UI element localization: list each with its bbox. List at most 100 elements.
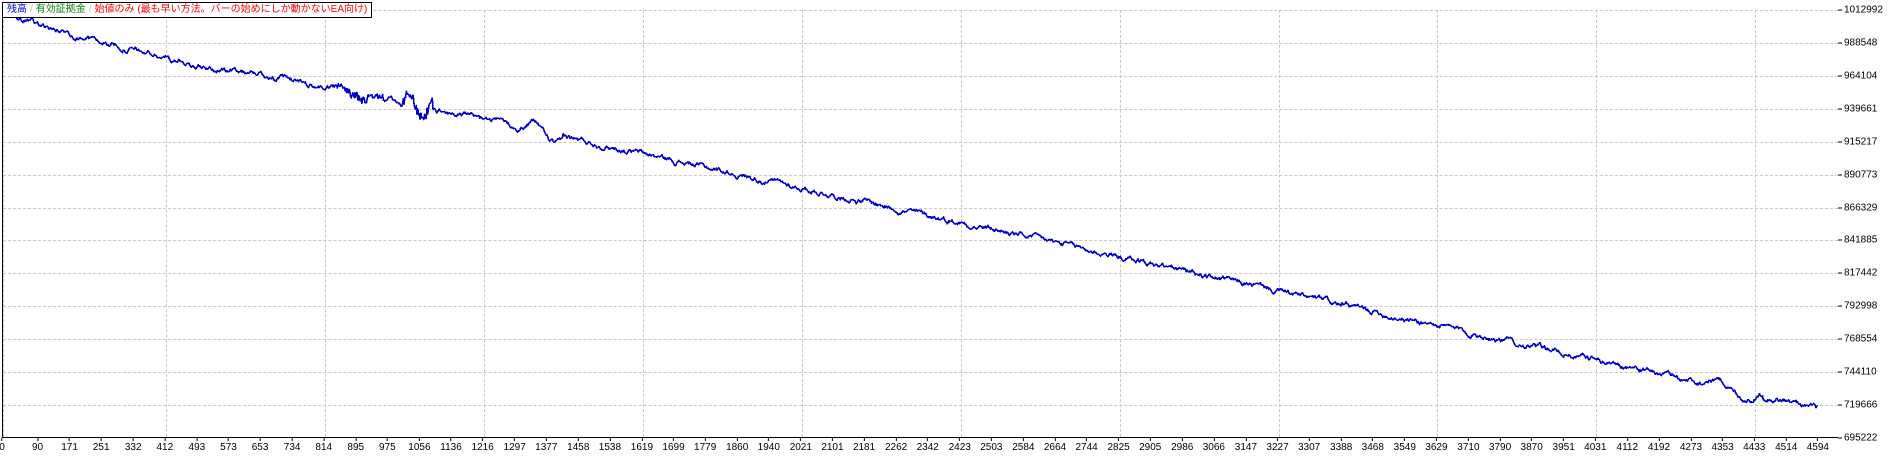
x-axis-tick-label: 4594 bbox=[1807, 438, 1829, 453]
x-axis-tick-mark bbox=[386, 438, 388, 441]
grid-line-vertical bbox=[642, 10, 644, 437]
x-axis: 0 90 171 251 332 412 493 573 653 734 814 895 975 1056… bbox=[0, 438, 1838, 458]
x-axis-tick-label: 4353 bbox=[1711, 438, 1734, 453]
y-axis-tick-value: 841885 bbox=[1844, 234, 1878, 246]
x-axis-tick-mark bbox=[1086, 438, 1088, 441]
y-axis-tick-mark bbox=[1838, 75, 1842, 77]
y-axis-tick-label: 964104 bbox=[1838, 70, 1877, 81]
x-axis-tick-value: 1699 bbox=[662, 442, 685, 453]
x-axis-tick-label: 1377 bbox=[535, 438, 557, 453]
y-axis-tick-value: 768554 bbox=[1844, 333, 1878, 345]
x-axis-tick-label: 3790 bbox=[1489, 438, 1511, 453]
x-axis-tick-mark bbox=[69, 438, 71, 441]
x-axis-tick-label: 573 bbox=[220, 438, 237, 453]
legend-item-model: 始値のみ (最も早い方法。バーの始めにしか動かないEA向け) bbox=[94, 4, 368, 15]
x-axis-tick-value: 895 bbox=[347, 442, 365, 453]
x-axis-tick-value: 4433 bbox=[1743, 442, 1766, 453]
x-axis-tick-mark bbox=[259, 438, 261, 441]
x-axis-tick-value: 1538 bbox=[598, 442, 622, 453]
x-axis-tick-mark bbox=[1340, 438, 1342, 441]
x-axis-tick-value: 4112 bbox=[1616, 442, 1639, 453]
grid-line-vertical bbox=[1596, 10, 1598, 437]
x-axis-tick-label: 4031 bbox=[1584, 438, 1606, 453]
y-axis-tick-label: 939661 bbox=[1838, 103, 1877, 114]
x-axis-tick-mark bbox=[1404, 438, 1406, 441]
x-axis-tick-mark bbox=[1308, 438, 1310, 441]
x-axis-tick-label: 814 bbox=[315, 438, 332, 453]
y-axis-tick-mark bbox=[1838, 305, 1842, 307]
y-axis-tick-label: 866329 bbox=[1838, 202, 1877, 213]
y-axis-tick-mark bbox=[1838, 42, 1842, 44]
x-axis-tick-value: 1216 bbox=[471, 442, 494, 453]
x-axis-tick-label: 1699 bbox=[662, 438, 685, 453]
x-axis-tick-mark bbox=[704, 438, 706, 441]
x-axis-tick-mark bbox=[959, 438, 961, 441]
x-axis-tick-value: 171 bbox=[61, 442, 78, 453]
y-axis-tick-mark bbox=[1838, 371, 1842, 373]
grid-line-horizontal bbox=[3, 10, 1838, 11]
y-axis-tick-value: 817442 bbox=[1844, 267, 1878, 279]
x-axis-tick-value: 3790 bbox=[1488, 442, 1512, 453]
y-axis-tick-mark bbox=[1838, 272, 1842, 274]
x-axis-tick-label: 3227 bbox=[1266, 438, 1289, 453]
y-axis-tick-label: 744110 bbox=[1838, 367, 1877, 378]
y-axis-tick-label: 792998 bbox=[1838, 301, 1877, 312]
grid-line-vertical bbox=[165, 10, 167, 437]
y-axis-tick-mark bbox=[1838, 239, 1842, 241]
x-axis-tick-mark bbox=[1, 438, 3, 441]
x-axis-tick-mark bbox=[609, 438, 611, 441]
x-axis-tick-value: 1458 bbox=[567, 442, 590, 453]
grid-line-horizontal bbox=[3, 42, 1838, 44]
balance-curve-line bbox=[3, 11, 1819, 409]
x-axis-tick-value: 1377 bbox=[535, 442, 558, 453]
x-axis-tick-value: 4273 bbox=[1679, 442, 1703, 453]
x-axis-tick-value: 1297 bbox=[503, 442, 526, 453]
y-axis-tick-value: 719666 bbox=[1844, 399, 1878, 411]
y-axis-tick-value: 695222 bbox=[1844, 432, 1878, 444]
balance-curve-svg bbox=[3, 11, 1819, 409]
y-axis-tick-mark bbox=[1838, 207, 1842, 209]
x-axis-tick-label: 2181 bbox=[853, 438, 875, 453]
y-axis-tick-label: 719666 bbox=[1838, 400, 1877, 411]
x-axis-tick-value: 2181 bbox=[852, 442, 876, 453]
y-axis-tick-value: 988548 bbox=[1844, 37, 1878, 49]
x-axis-tick-label: 734 bbox=[283, 438, 301, 453]
x-axis-tick-mark bbox=[1690, 438, 1692, 441]
y-axis-tick-value: 890773 bbox=[1844, 169, 1878, 181]
x-axis-tick-label: 2584 bbox=[1012, 438, 1034, 453]
x-axis-tick-label: 2905 bbox=[1139, 438, 1161, 453]
y-axis-tick-label: 915217 bbox=[1838, 136, 1877, 147]
x-axis-tick-value: 4031 bbox=[1584, 442, 1607, 453]
x-axis-tick-mark bbox=[1626, 438, 1628, 441]
x-axis-tick-value: 734 bbox=[283, 442, 301, 453]
x-axis-tick-mark bbox=[895, 438, 897, 441]
y-axis-tick-mark bbox=[1838, 108, 1842, 110]
x-axis-tick-mark bbox=[1499, 438, 1501, 441]
x-axis-tick-value: 2584 bbox=[1012, 442, 1035, 453]
x-axis-tick-value: 2664 bbox=[1043, 442, 1067, 453]
x-axis-tick-value: 3307 bbox=[1298, 442, 1321, 453]
x-axis-tick-value: 2101 bbox=[821, 442, 844, 453]
x-axis-tick-value: 0 bbox=[0, 442, 5, 453]
y-axis-tick-mark bbox=[1838, 338, 1842, 340]
x-axis-tick-value: 1940 bbox=[757, 442, 780, 453]
y-axis-tick-mark bbox=[1838, 9, 1842, 11]
x-axis-tick-value: 412 bbox=[156, 442, 174, 453]
legend-item-balance: 残高 bbox=[7, 4, 27, 15]
x-axis-tick-value: 4514 bbox=[1775, 442, 1798, 453]
x-axis-tick-label: 1619 bbox=[631, 438, 653, 453]
x-axis-tick-mark bbox=[1531, 438, 1533, 441]
x-axis-tick-mark bbox=[1054, 438, 1056, 441]
grid-line-vertical bbox=[960, 10, 962, 437]
grid-line-vertical bbox=[1755, 10, 1757, 437]
x-axis-tick-value: 2744 bbox=[1075, 442, 1098, 453]
y-axis-tick-value: 939661 bbox=[1844, 103, 1878, 115]
y-axis-tick-label: 768554 bbox=[1838, 334, 1877, 345]
x-axis-tick-mark bbox=[323, 438, 325, 441]
x-axis-tick-value: 814 bbox=[315, 442, 333, 453]
y-axis-tick-value: 744110 bbox=[1844, 366, 1877, 378]
y-axis-tick-mark bbox=[1838, 174, 1842, 176]
x-axis-tick-mark bbox=[577, 438, 579, 441]
x-axis-tick-label: 4514 bbox=[1775, 438, 1797, 453]
x-axis-tick-mark bbox=[164, 438, 166, 441]
